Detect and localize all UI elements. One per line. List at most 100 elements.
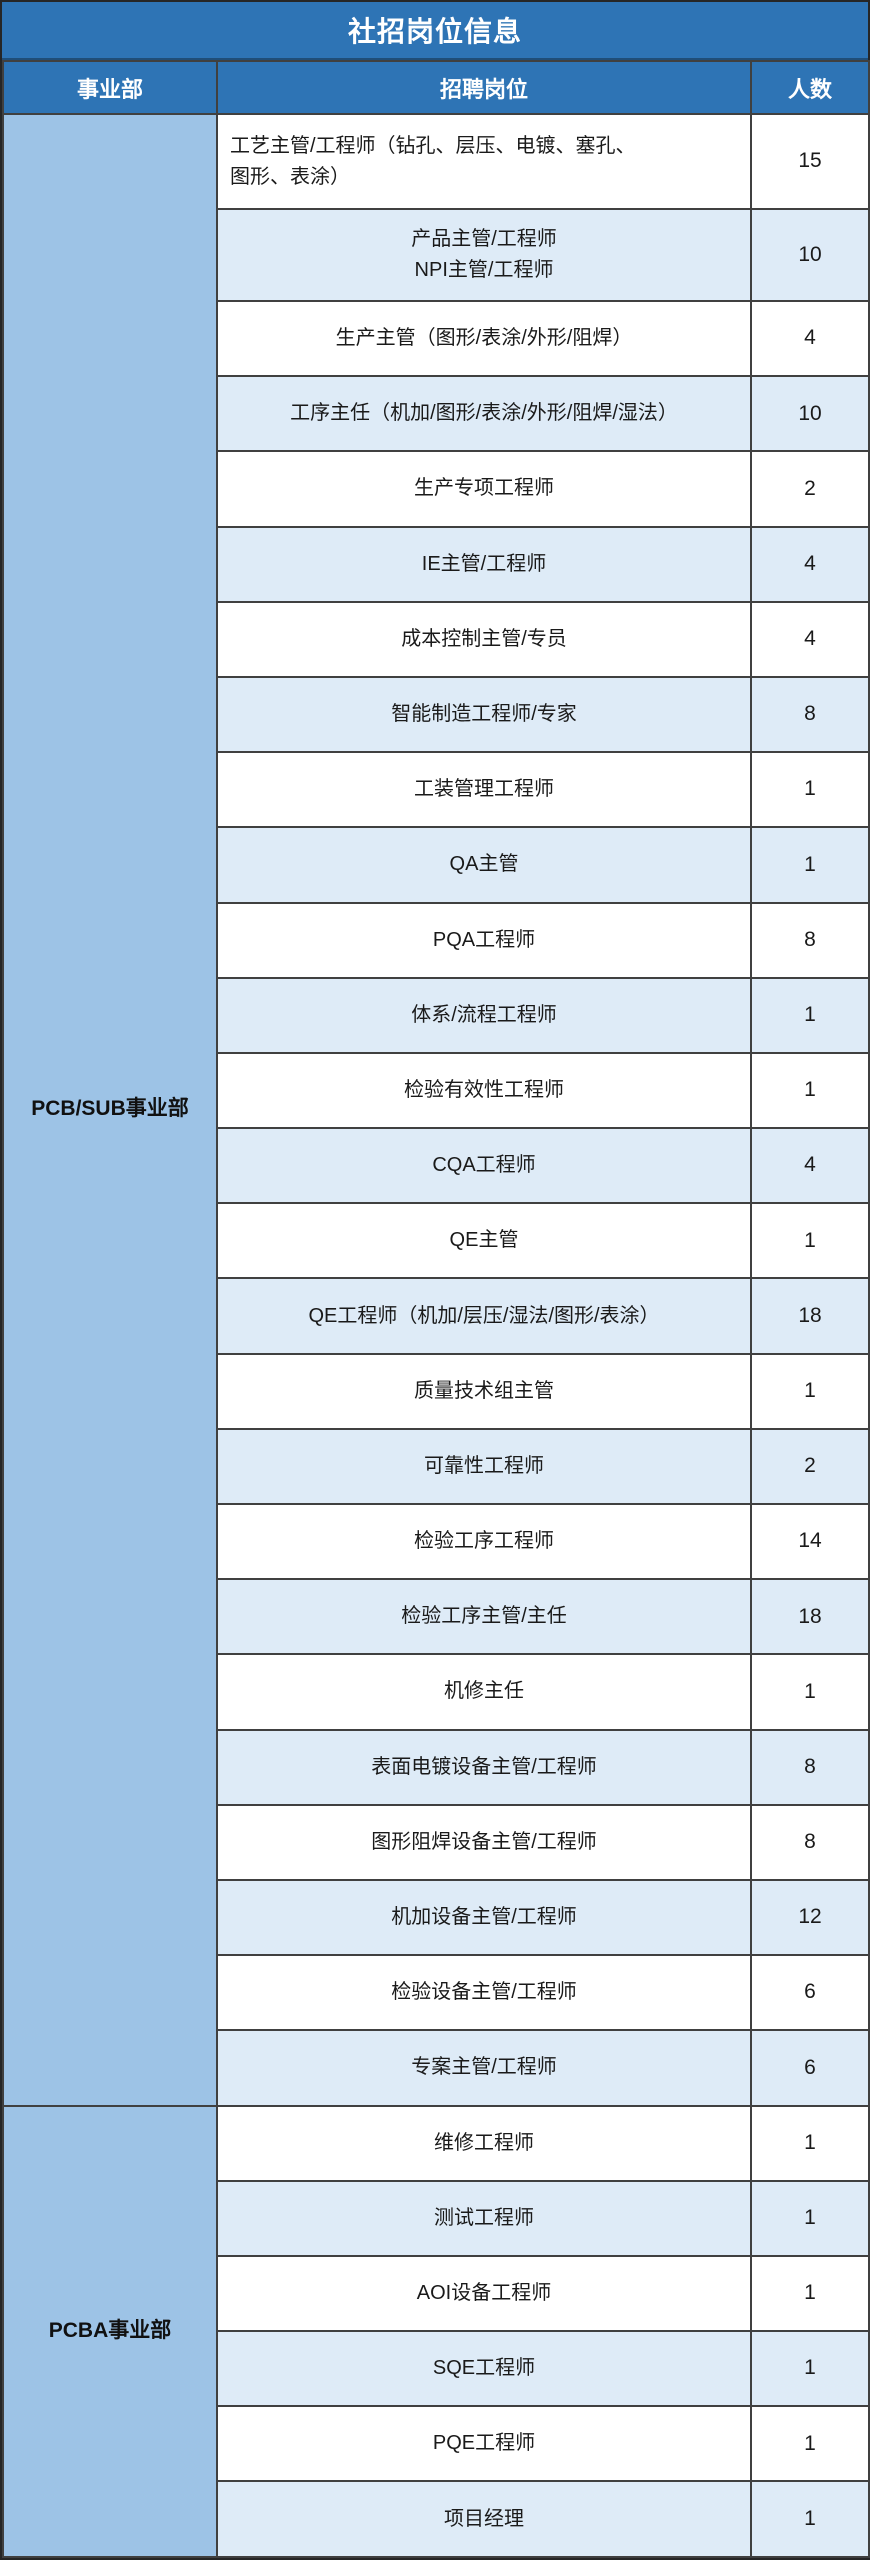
table-row: PCBA事业部 维修工程师 1 xyxy=(2,2104,870,2558)
position-cell: 生产主管（图形/表涂/外形/阻焊） xyxy=(216,299,752,378)
headcount-cell: 12 xyxy=(750,1878,870,1957)
headcount-cell: 8 xyxy=(750,901,870,979)
table-row: 质量技术组主管 1 xyxy=(3,1352,870,1430)
position-cell: 智能制造工程师/专家 xyxy=(216,675,752,754)
headcount-cell: 1 xyxy=(750,2480,870,2558)
position-cell: 质量技术组主管 xyxy=(216,1352,752,1430)
headcount-cell: 1 xyxy=(750,1352,870,1430)
headcount-cell: 14 xyxy=(750,1502,870,1581)
table-row: QE工程师（机加/层压/湿法/图形/表涂） 18 xyxy=(3,1277,870,1355)
headcount-cell: 2 xyxy=(750,1427,870,1506)
column-header-headcount: 人数 xyxy=(750,60,870,115)
headcount-cell: 1 xyxy=(750,2330,870,2408)
headcount-cell: 4 xyxy=(750,525,870,603)
table-row: 检验工序主管/主任 18 xyxy=(3,1578,870,1656)
headcount-cell: 8 xyxy=(750,1803,870,1881)
headcount-cell: 8 xyxy=(750,675,870,754)
position-cell: 工序主任（机加/图形/表涂/外形/阻焊/湿法） xyxy=(216,375,752,453)
position-cell: 项目经理 xyxy=(216,2480,752,2558)
table-row: AOI设备工程师 1 xyxy=(3,2254,870,2333)
position-cell: SQE工程师 xyxy=(216,2330,752,2408)
division-cell-pcba: PCBA事业部 xyxy=(2,2104,218,2558)
headcount-cell: 1 xyxy=(750,751,870,829)
position-cell: QA主管 xyxy=(216,826,752,904)
headcount-cell: 4 xyxy=(750,299,870,378)
page-title: 社招岗位信息 xyxy=(2,2,868,60)
headcount-cell: 1 xyxy=(750,1051,870,1130)
position-cell: CQA工程师 xyxy=(216,1127,752,1205)
column-header-division: 事业部 xyxy=(2,60,218,115)
headcount-cell: 18 xyxy=(750,1277,870,1355)
table-row: 智能制造工程师/专家 8 xyxy=(3,675,870,754)
position-cell: 工艺主管/工程师（钻孔、层压、电镀、塞孔、 图形、表涂） xyxy=(216,113,752,210)
headcount-cell: 10 xyxy=(750,375,870,453)
headcount-cell: 6 xyxy=(750,1954,870,2032)
headcount-cell: 4 xyxy=(750,600,870,678)
table-row: 检验设备主管/工程师 6 xyxy=(3,1954,870,2032)
position-cell: AOI设备工程师 xyxy=(216,2254,752,2333)
table-row: PCB/SUB事业部 工艺主管/工程师（钻孔、层压、电镀、塞孔、 图形、表涂） … xyxy=(2,113,870,2107)
table-row: SQE工程师 1 xyxy=(3,2330,870,2408)
table-header: 事业部 招聘岗位 人数 xyxy=(2,60,870,115)
table-row: 机修主任 1 xyxy=(3,1653,870,1731)
headcount-cell: 1 xyxy=(750,2104,870,2182)
column-header-position: 招聘岗位 xyxy=(216,60,752,115)
headcount-cell: 1 xyxy=(750,1202,870,1280)
position-cell: 测试工程师 xyxy=(216,2179,752,2257)
table-row: 检验有效性工程师 1 xyxy=(3,1051,870,1130)
position-cell: 机加设备主管/工程师 xyxy=(216,1878,752,1957)
table-row: 项目经理 1 xyxy=(3,2480,870,2558)
position-cell: 检验工序主管/主任 xyxy=(216,1578,752,1656)
headcount-cell: 15 xyxy=(750,113,870,210)
position-cell: 图形阻焊设备主管/工程师 xyxy=(216,1803,752,1881)
table-row: QE主管 1 xyxy=(3,1202,870,1280)
table-row: 产品主管/工程师 NPI主管/工程师 10 xyxy=(3,208,870,302)
table-row: PQE工程师 1 xyxy=(3,2405,870,2483)
position-cell: PQA工程师 xyxy=(216,901,752,979)
table-row: 工序主任（机加/图形/表涂/外形/阻焊/湿法） 10 xyxy=(3,375,870,453)
position-cell: PQE工程师 xyxy=(216,2405,752,2483)
headcount-cell: 1 xyxy=(750,2405,870,2483)
table-row: IE主管/工程师 4 xyxy=(3,525,870,603)
table-row: 测试工程师 1 xyxy=(3,2179,870,2257)
position-cell: 生产专项工程师 xyxy=(216,450,752,528)
table-row: 成本控制主管/专员 4 xyxy=(3,600,870,678)
headcount-cell: 1 xyxy=(750,976,870,1054)
headcount-cell: 2 xyxy=(750,450,870,528)
position-cell: 产品主管/工程师 NPI主管/工程师 xyxy=(216,208,752,302)
headcount-cell: 8 xyxy=(750,1728,870,1806)
table-row: PQA工程师 8 xyxy=(3,901,870,979)
table-row: 体系/流程工程师 1 xyxy=(3,976,870,1054)
position-cell: IE主管/工程师 xyxy=(216,525,752,603)
headcount-cell: 1 xyxy=(750,826,870,904)
header-row: 事业部 招聘岗位 人数 xyxy=(2,60,870,115)
table-row: QA主管 1 xyxy=(3,826,870,904)
position-cell: 机修主任 xyxy=(216,1653,752,1731)
table-row: CQA工程师 4 xyxy=(3,1127,870,1205)
division-cell-pcb-sub: PCB/SUB事业部 xyxy=(2,113,218,2107)
position-cell: 检验设备主管/工程师 xyxy=(216,1954,752,2032)
headcount-cell: 10 xyxy=(750,208,870,302)
recruitment-table: 事业部 招聘岗位 人数 PCB/SUB事业部 工艺主管/工程师（钻孔、层压、电镀… xyxy=(2,60,870,2558)
position-cell: 检验工序工程师 xyxy=(216,1502,752,1581)
headcount-cell: 4 xyxy=(750,1127,870,1205)
headcount-cell: 1 xyxy=(750,1653,870,1731)
position-cell: QE工程师（机加/层压/湿法/图形/表涂） xyxy=(216,1277,752,1355)
position-cell: 成本控制主管/专员 xyxy=(216,600,752,678)
position-cell: 可靠性工程师 xyxy=(216,1427,752,1506)
headcount-cell: 1 xyxy=(750,2254,870,2333)
position-cell: 体系/流程工程师 xyxy=(216,976,752,1054)
table-row: 工装管理工程师 1 xyxy=(3,751,870,829)
table-row: 图形阻焊设备主管/工程师 8 xyxy=(3,1803,870,1881)
table-row: 专案主管/工程师 6 xyxy=(3,2029,870,2107)
position-cell: 检验有效性工程师 xyxy=(216,1051,752,1130)
position-cell: 工装管理工程师 xyxy=(216,751,752,829)
table-row: 可靠性工程师 2 xyxy=(3,1427,870,1506)
headcount-cell: 6 xyxy=(750,2029,870,2107)
table-row: 检验工序工程师 14 xyxy=(3,1502,870,1581)
position-cell: 维修工程师 xyxy=(216,2104,752,2182)
headcount-cell: 18 xyxy=(750,1578,870,1656)
table-row: 生产专项工程师 2 xyxy=(3,450,870,528)
headcount-cell: 1 xyxy=(750,2179,870,2257)
